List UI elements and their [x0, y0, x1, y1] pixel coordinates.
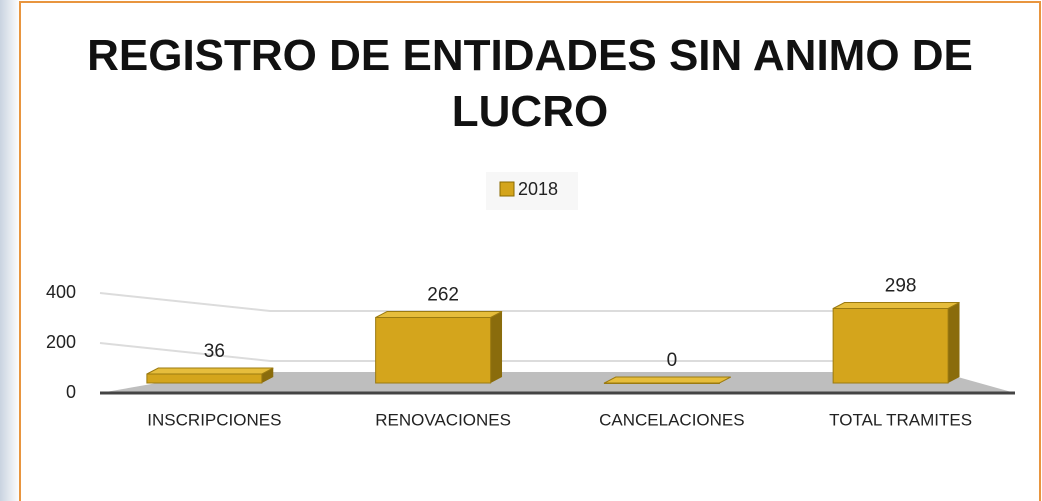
- bar: [832, 302, 960, 384]
- x-tick-label: INSCRIPCIONES: [147, 410, 281, 429]
- bar-top: [604, 376, 732, 384]
- y-tick-label: 200: [46, 332, 76, 352]
- data-label: 36: [204, 341, 225, 362]
- data-label: 298: [885, 276, 917, 297]
- y-tick-label: 0: [66, 382, 76, 402]
- bar-side: [490, 311, 503, 383]
- bar-top: [375, 311, 503, 318]
- bar-front: [375, 317, 492, 384]
- x-tick-label: CANCELACIONES: [599, 410, 744, 429]
- bar-side: [261, 368, 274, 383]
- y-tick-label: 400: [46, 282, 76, 302]
- bar: [375, 311, 503, 384]
- x-tick-label: RENOVACIONES: [375, 410, 511, 429]
- edge-strip: [0, 0, 20, 501]
- grid-line: [99, 292, 835, 312]
- legend-label: 2018: [518, 179, 558, 199]
- bar-side: [948, 302, 960, 383]
- bar: [603, 376, 732, 384]
- data-label: 0: [667, 350, 678, 371]
- data-label: 262: [427, 285, 459, 306]
- floor: [100, 372, 1015, 393]
- bar-top: [832, 302, 960, 309]
- x-tick-label: TOTAL TRAMITES: [829, 410, 972, 429]
- grid-line: [99, 342, 835, 362]
- chart-title: REGISTRO DE ENTIDADES SIN ANIMO DE LUCRO: [87, 31, 973, 136]
- legend-swatch: [499, 181, 515, 197]
- bar-top: [146, 367, 274, 375]
- bar-front: [832, 308, 949, 384]
- bar: [146, 367, 274, 384]
- frame: [19, 1, 1041, 501]
- bar-front: [146, 373, 263, 384]
